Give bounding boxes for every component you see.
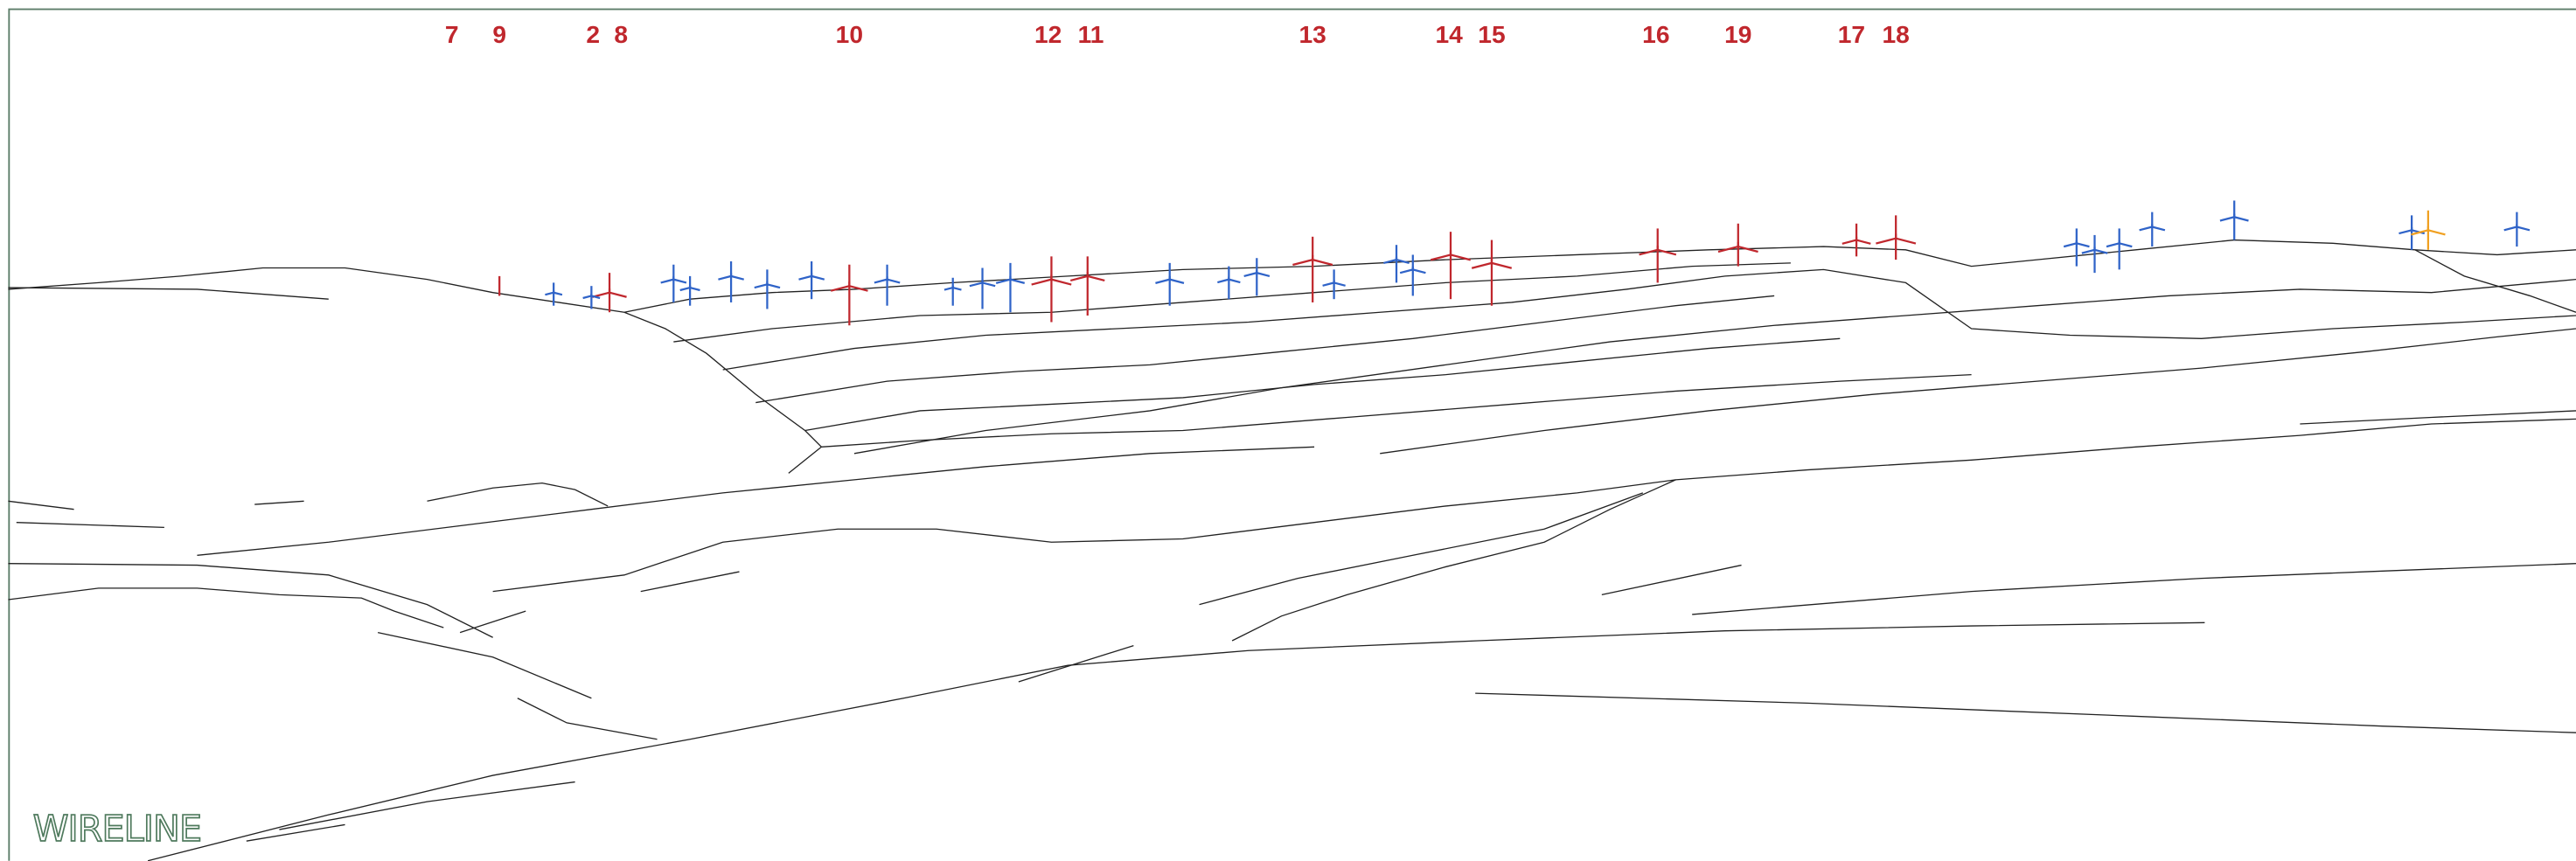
turbine-blade (1322, 281, 1334, 287)
watermark: WIRELINE (33, 808, 202, 850)
turbine-blade (1657, 248, 1677, 256)
turbine-blade (1412, 268, 1426, 274)
turbine-blade (2503, 226, 2517, 232)
turbine-blade (609, 291, 627, 298)
turbine-blade (660, 278, 674, 284)
turbine-blade (798, 274, 812, 281)
turbine-blade (1169, 278, 1185, 284)
turbine-blade (1639, 248, 1659, 256)
turbine-blade (1229, 278, 1241, 284)
turbine-blade (1450, 253, 1472, 261)
turbine-blade (995, 278, 1011, 284)
turbine-blade (730, 274, 745, 281)
turbine-blade (1876, 237, 1897, 245)
turbine-blade (689, 286, 700, 292)
turbine-blade (2106, 242, 2120, 248)
turbine-blade (591, 295, 601, 300)
turbine-label: 14 (1435, 20, 1463, 48)
turbine-blade (874, 278, 888, 284)
turbine-blade (1399, 268, 1414, 274)
turbine-blade (1087, 274, 1105, 282)
turbines (498, 200, 2531, 326)
turbine-blade (2081, 248, 2095, 254)
turbine-blade (1069, 274, 1089, 282)
turbine-label: 18 (1882, 20, 1909, 48)
turbine-blade (545, 291, 554, 296)
turbine-blade (2151, 226, 2166, 232)
turbine-label: 12 (1034, 20, 1062, 48)
turbine-blade (1471, 261, 1493, 269)
turbine-blade (718, 274, 732, 281)
turbine-blade (982, 281, 996, 288)
turbine-blade (943, 286, 954, 291)
turbine-blade (1243, 272, 1257, 278)
turbine-blade (1312, 259, 1333, 267)
turbine-blade (2427, 229, 2446, 236)
turbine-blade (969, 281, 983, 288)
turbine-label: 2 (586, 20, 600, 48)
turbine-label: 15 (1478, 20, 1505, 48)
frame (8, 8, 2576, 861)
turbine-blade (1010, 278, 1026, 284)
turbine-blade (1491, 261, 1513, 269)
turbine-blade (1430, 253, 1452, 261)
turbine-blade (1895, 237, 1917, 245)
turbine-label: 16 (1642, 20, 1669, 48)
turbine-blade (767, 283, 781, 289)
turbine-blade (849, 285, 868, 292)
turbine-blade (1031, 278, 1052, 286)
turbine-blade (2094, 248, 2108, 254)
turbine-blade (2517, 226, 2531, 232)
turbine-blade (830, 285, 850, 292)
turbine-blade (1383, 259, 1397, 264)
turbine-blade (887, 278, 901, 284)
turbine-blade (679, 286, 691, 292)
turbine-blade (2219, 216, 2235, 222)
turbine-blade (553, 291, 563, 296)
turbine-blade (2139, 226, 2153, 232)
turbine-blade (1855, 239, 1871, 245)
terrain (8, 239, 2576, 861)
turbine-blade (1841, 239, 1857, 245)
turbine-blade (2119, 242, 2133, 248)
turbine-blade (2233, 216, 2249, 222)
turbine-blade (1737, 245, 1758, 253)
turbine-blade (811, 274, 825, 281)
turbine-labels: 7 9 2 8 10 12 11 13 14 15 16 19 17 18 (445, 20, 1910, 48)
turbine-blade (2398, 229, 2412, 235)
turbine-blade (952, 286, 962, 291)
turbine-blade (1257, 272, 1271, 278)
turbine-blade (2076, 242, 2090, 248)
turbine-blade (754, 283, 768, 289)
turbine-blade (673, 278, 687, 284)
turbine-blade (582, 295, 592, 300)
turbine-blade (1717, 245, 1739, 253)
turbine-blade (1051, 278, 1072, 286)
turbine-label: 13 (1299, 20, 1326, 48)
turbine-label: 10 (836, 20, 863, 48)
turbine-blade (1155, 278, 1171, 284)
turbine-blade (1396, 259, 1410, 264)
turbine-label: 17 (1838, 20, 1865, 48)
turbine-label: 7 (445, 20, 459, 48)
turbine-label: 11 (1078, 20, 1104, 48)
turbine-blade (1333, 281, 1346, 287)
turbine-label: 19 (1724, 20, 1751, 48)
turbine-blade (2063, 242, 2078, 248)
turbine-blade (2411, 229, 2429, 236)
turbine-label: 9 (492, 20, 506, 48)
turbine-blade (1292, 259, 1313, 267)
turbine-label: 8 (614, 20, 628, 48)
turbine-blade (1217, 278, 1229, 284)
